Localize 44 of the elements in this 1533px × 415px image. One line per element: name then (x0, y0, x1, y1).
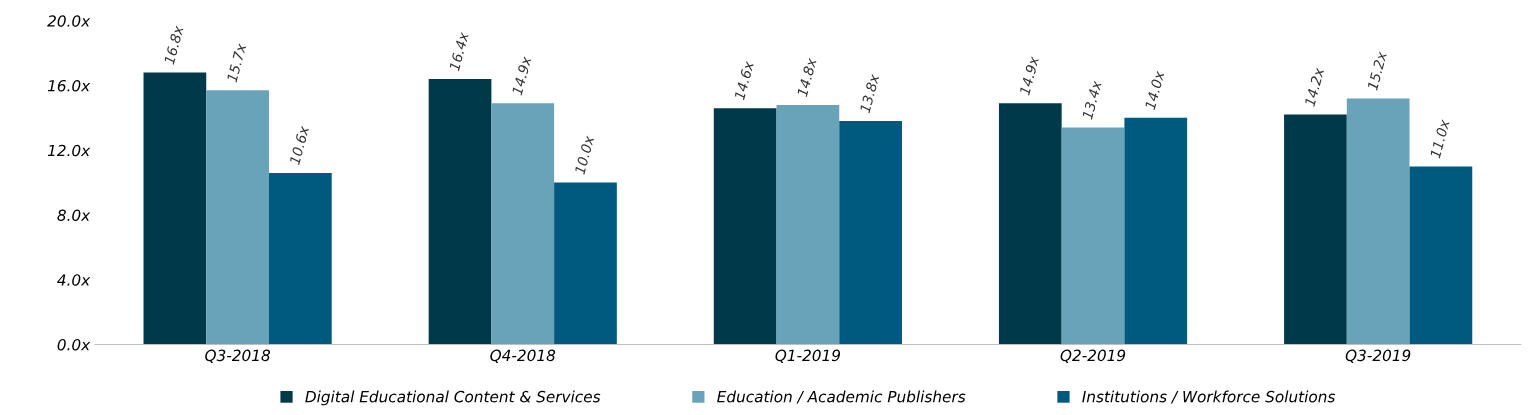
bar (268, 172, 332, 345)
data-label: 11.0x (1429, 118, 1450, 159)
y-tick-label: 12.0x (47, 144, 91, 157)
data-label: 14.0x (1144, 70, 1165, 111)
x-tick-label: Q2-2019 (1060, 349, 1126, 363)
data-label: 15.2x (1367, 50, 1388, 91)
data-label: 16.4x (448, 31, 470, 72)
x-tick-label: Q4-2018 (490, 349, 556, 363)
y-tick-label: 20.0x (47, 15, 91, 27)
data-label: 10.0x (574, 134, 595, 175)
data-label: 10.6x (289, 125, 310, 166)
bar (206, 90, 269, 345)
data-label: 14.6x (734, 60, 755, 101)
data-label: 14.2x (1304, 66, 1325, 107)
bar (1124, 117, 1188, 345)
y-tick-label: 0.0x (57, 338, 91, 351)
bar (1409, 166, 1473, 345)
data-label: 13.8x (859, 73, 880, 114)
bar (491, 103, 555, 345)
bar (998, 103, 1062, 345)
bar (143, 72, 207, 345)
data-label: 16.8x (163, 24, 184, 65)
x-tick-label: Q3-2019 (1345, 349, 1411, 363)
data-label: 14.9x (511, 55, 532, 96)
legend-label: Education / Academic Publishers (717, 390, 966, 404)
x-tick-label: Q3-2018 (205, 349, 271, 363)
bar (1346, 98, 1410, 345)
bar (1284, 114, 1347, 345)
y-tick-label: 16.0x (47, 79, 91, 92)
bar (554, 182, 617, 345)
data-label: 15.7x (226, 42, 247, 83)
legend-label: Institutions / Workforce Solutions (1082, 390, 1336, 404)
y-tick-label: 8.0x (57, 209, 91, 221)
bar (1061, 127, 1125, 345)
data-label: 14.8x (796, 57, 817, 98)
bar (839, 121, 902, 345)
bar (713, 108, 777, 345)
bar (428, 79, 492, 345)
bar (776, 104, 840, 345)
legend-label: Digital Educational Content & Services (305, 390, 601, 406)
y-tick-label: 4.0x (57, 274, 91, 286)
x-tick-label: Q1-2019 (775, 349, 841, 363)
data-label: 14.9x (1019, 55, 1040, 96)
data-label: 13.4x (1081, 79, 1103, 120)
